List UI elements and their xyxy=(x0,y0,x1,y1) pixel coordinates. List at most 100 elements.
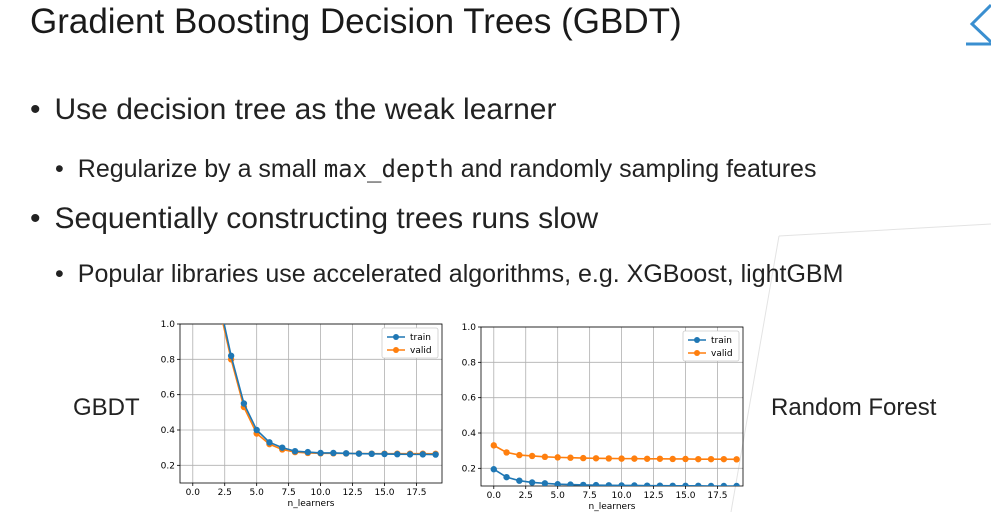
rf-train-point xyxy=(554,481,561,486)
gbdt-series-group xyxy=(222,324,439,458)
rf-x-tick-label: 2.5 xyxy=(519,491,533,501)
subbullet-regularize: • Regularize by a small max_depth and ran… xyxy=(55,155,816,184)
rf-x-tick-label: 12.5 xyxy=(644,491,664,501)
rf-valid-point xyxy=(490,442,497,449)
rf-valid-point xyxy=(567,454,574,461)
gbdt-y-tick-label: 1.0 xyxy=(161,320,176,330)
gbdt-y-tick-label: 0.8 xyxy=(161,355,176,365)
bullet-sequential: • Sequentially constructing trees runs sl… xyxy=(30,202,598,236)
gbdt-train-point xyxy=(330,449,337,457)
random-forest-chart: 0.0 2.5 5.0 7.5 10.0 12.5 15.0 17.5 0.2 0.4 0.6 0.8… xyxy=(450,318,750,517)
gbdt-train-point xyxy=(406,451,414,458)
gbdt-legend-marker-valid xyxy=(393,347,399,353)
rf-x-axis-label: n_learners xyxy=(589,502,636,512)
rf-valid-point xyxy=(541,453,549,461)
gbdt-train-point xyxy=(355,450,363,457)
gbdt-x-tick-label: 0.0 xyxy=(186,488,201,498)
rf-train-point xyxy=(656,482,664,486)
gbdt-x-tick-label: 17.5 xyxy=(406,488,426,498)
bullet-dot: • xyxy=(30,202,41,235)
rf-train-point xyxy=(682,482,689,486)
gbdt-y-tick-label: 0.2 xyxy=(161,461,175,471)
gbdt-train-point xyxy=(253,426,260,434)
rf-valid-point xyxy=(554,454,561,461)
rf-valid-point xyxy=(707,455,715,463)
gbdt-chart-svg: 0.0 2.5 5.0 7.5 10.0 12.5 15.0 17.5 0.2 0.4 0.6 0.8… xyxy=(161,320,443,509)
gbdt-train-point xyxy=(394,451,401,458)
bullet-text: Popular libraries use accelerated algori… xyxy=(77,260,844,288)
gbdt-train-point xyxy=(240,400,248,407)
rf-y-tick-label: 0.4 xyxy=(462,429,477,439)
rf-train-point xyxy=(720,482,728,486)
rf-train-point xyxy=(669,482,676,486)
rf-valid-point xyxy=(733,456,740,463)
gbdt-label: GBDT xyxy=(73,394,140,421)
rf-train-point xyxy=(605,482,613,486)
rf-x-tick-label: 7.5 xyxy=(582,491,596,501)
rf-legend-marker-train xyxy=(694,337,700,343)
rf-train-point xyxy=(618,482,625,486)
gbdt-x-tick-label: 7.5 xyxy=(281,488,295,498)
rf-valid-point xyxy=(516,451,523,459)
rf-y-tick-label: 0.6 xyxy=(462,394,477,404)
university-logo xyxy=(966,3,991,46)
rf-y-tick-label: 0.2 xyxy=(462,464,476,474)
gbdt-legend-label-train: train xyxy=(410,333,431,343)
gbdt-x-tick-label: 10.0 xyxy=(311,488,331,498)
gbdt-chart: 0.0 2.5 5.0 7.5 10.0 12.5 15.0 17.5 0.2 0.4 0.6 0.8… xyxy=(150,318,446,517)
gbdt-train-point xyxy=(304,448,312,456)
rf-valid-point xyxy=(631,455,638,462)
gbdt-train-point xyxy=(342,450,350,457)
bullet-dot: • xyxy=(55,260,64,288)
rf-valid-point xyxy=(580,454,587,462)
random-forest-chart-svg: 0.0 2.5 5.0 7.5 10.0 12.5 15.0 17.5 0.2 0.4 0.6 0.8… xyxy=(462,323,744,512)
rf-train-point xyxy=(695,482,702,486)
gbdt-train-point xyxy=(317,449,324,457)
rf-valid-point xyxy=(669,455,676,463)
subbullet-libraries: • Popular libraries use accelerated algor… xyxy=(55,260,843,289)
gbdt-train-point xyxy=(291,448,299,455)
gbdt-train-point xyxy=(266,439,273,446)
rf-legend-label-valid: valid xyxy=(711,349,733,359)
rf-valid-point xyxy=(720,455,728,463)
bullet-dot: • xyxy=(55,155,64,183)
gbdt-plot-frame xyxy=(179,323,443,484)
rf-series-group xyxy=(490,442,740,486)
rf-legend-marker-valid xyxy=(694,350,700,356)
gbdt-train-point xyxy=(368,450,375,458)
gbdt-y-tick-label: 0.4 xyxy=(161,426,176,436)
gbdt-x-tick-label: 12.5 xyxy=(343,488,363,498)
rf-valid-point xyxy=(528,452,536,460)
rf-y-tick-label: 1.0 xyxy=(462,323,477,333)
rf-train-point xyxy=(503,473,510,481)
rf-train-point xyxy=(592,481,600,486)
bullet-text-end: and randomly sampling features xyxy=(453,155,817,183)
bullet-text-start: Regularize by a small xyxy=(77,155,324,183)
rf-x-tick-label: 10.0 xyxy=(612,491,632,501)
code-max-depth: max_depth xyxy=(323,155,454,183)
rf-train-point xyxy=(567,481,574,486)
rf-valid-point xyxy=(695,455,702,463)
rf-valid-point xyxy=(656,455,664,462)
gbdt-x-tick-label: 5.0 xyxy=(250,488,265,498)
gbdt-x-tick-label: 2.5 xyxy=(218,488,232,498)
random-forest-label: Random Forest xyxy=(771,394,937,421)
bullet-dot: • xyxy=(30,93,41,126)
rf-train-point xyxy=(541,480,549,486)
rf-valid-point xyxy=(605,455,613,462)
gbdt-legend-label-valid: valid xyxy=(410,346,432,356)
gbdt-train-point xyxy=(279,444,286,451)
gbdt-x-axis-label: n_learners xyxy=(288,499,335,509)
rf-train-point xyxy=(707,482,715,486)
rf-valid-point xyxy=(682,455,689,463)
rf-train-point xyxy=(528,479,536,486)
rf-valid-point xyxy=(643,455,651,462)
gbdt-train-point xyxy=(419,451,427,458)
rf-train-point xyxy=(516,477,523,484)
rf-x-tick-label: 0.0 xyxy=(487,491,502,501)
bullet-weak-learner: • Use decision tree as the weak learner xyxy=(30,93,556,127)
rf-train-point xyxy=(490,466,497,473)
bullet-text: Use decision tree as the weak learner xyxy=(54,93,557,126)
rf-train-point xyxy=(733,482,740,486)
rf-valid-point xyxy=(618,455,625,462)
